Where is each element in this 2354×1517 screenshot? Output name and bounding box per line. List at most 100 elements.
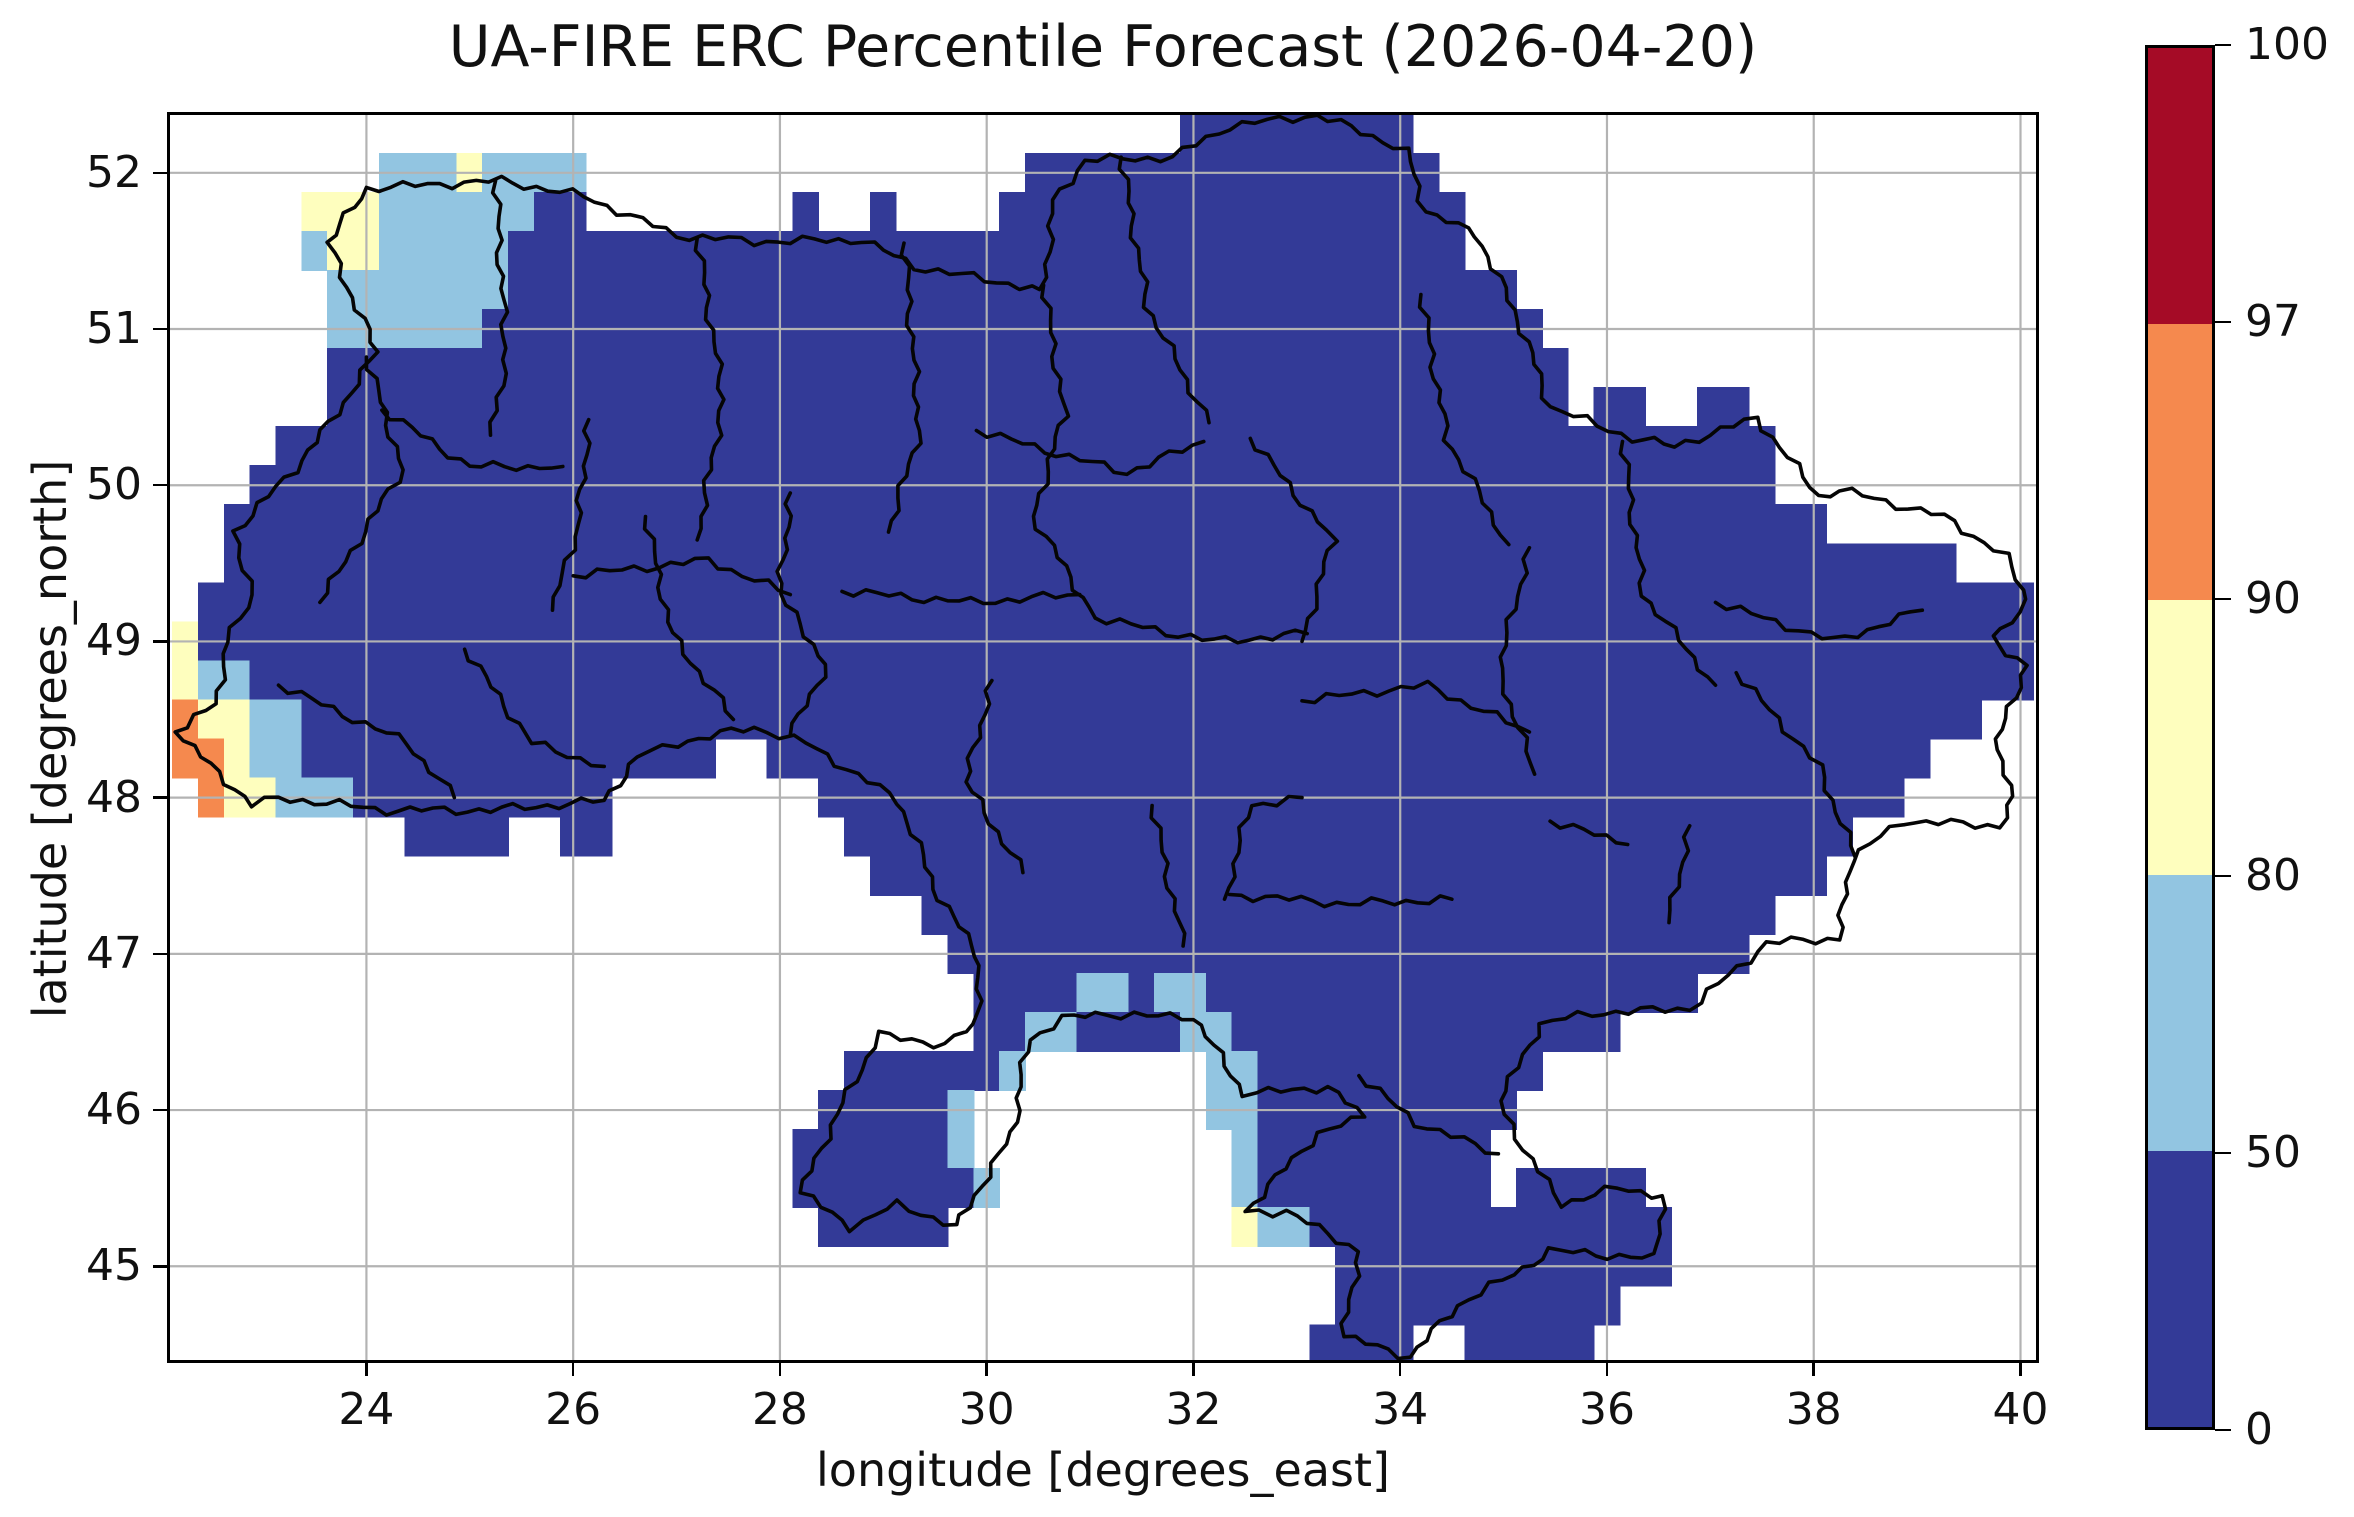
x-tickmark [571, 1362, 575, 1376]
x-tick-label: 38 [1785, 1384, 1842, 1435]
oblast-border-line [1548, 819, 1630, 847]
raster-cell-run [1257, 1168, 1492, 1209]
y-tickmark [153, 1265, 167, 1268]
x-axis-label: longitude [degrees_east] [816, 1443, 1390, 1497]
raster-cell-run [327, 387, 1569, 428]
x-tick-label: 28 [751, 1384, 808, 1435]
raster-cell-run [172, 738, 225, 779]
raster-cell-run [1335, 1285, 1621, 1326]
y-tickmark [153, 1108, 167, 1112]
raster-cell-run [766, 738, 1931, 779]
oblast-border-line [488, 178, 510, 437]
map-svg [170, 115, 2036, 1360]
y-tick-label: 52 [86, 146, 142, 198]
colorbar-tick-label: 0 [2245, 1404, 2273, 1455]
x-tickmark [1192, 1362, 1195, 1376]
oblast-border-line [1734, 670, 1857, 859]
colorbar-tick-label: 90 [2245, 573, 2301, 624]
x-tick-label: 40 [1992, 1384, 2049, 1435]
y-tickmark [153, 171, 167, 175]
oblast-border-line [1300, 679, 1532, 734]
raster-cell-run [973, 972, 1078, 1013]
raster-cell-run [508, 269, 1518, 310]
oblast-border-line [1618, 439, 1718, 687]
raster-cell-run [1231, 1207, 1259, 1248]
x-tickmark [365, 1362, 368, 1376]
y-tickmark [153, 483, 167, 487]
x-tickmark [1605, 1362, 1609, 1376]
chart-title: UA-FIRE ERC Percentile Forecast (2026-04… [448, 14, 1758, 80]
x-tickmark [1812, 1362, 1815, 1376]
raster-cell-run [249, 738, 303, 779]
colorbar-segment [2148, 48, 2212, 324]
raster-cell-run [249, 660, 2034, 701]
raster-cell-run [792, 1168, 975, 1209]
x-tickmark [1398, 1362, 1402, 1376]
raster-cell-run [378, 191, 535, 232]
raster-cell-run [844, 1050, 1001, 1092]
colorbar [2145, 45, 2215, 1430]
national-border-line [173, 115, 2029, 1360]
raster-cell-run [301, 738, 716, 779]
colorbar-segment [2148, 875, 2212, 1152]
raster-cell-run [792, 191, 820, 232]
admin-borders [173, 115, 2029, 1360]
oblast-border-line [964, 678, 1025, 875]
raster-cell-run [172, 660, 199, 701]
oblast-border-line [276, 683, 457, 800]
x-tick-label: 24 [338, 1384, 395, 1435]
colorbar-tick-label: 50 [2245, 1127, 2301, 1178]
oblast-border-line [840, 588, 1082, 606]
y-tickmark [153, 952, 167, 956]
oblast-border-line [1713, 600, 1925, 641]
x-tick-label: 36 [1578, 1384, 1635, 1435]
raster-cell-run [197, 699, 251, 740]
y-tick-label: 51 [86, 303, 142, 354]
raster-cell-run [275, 426, 1776, 467]
raster-cell-run [559, 816, 613, 857]
oblast-border-line [380, 408, 565, 473]
oblast-border-line [1031, 283, 1097, 620]
raster-cell-run [249, 699, 303, 740]
oblast-border-line [1248, 436, 1340, 644]
x-tick-label: 26 [545, 1384, 602, 1435]
raster-cell-run [223, 504, 1828, 545]
raster-cell-run [869, 855, 1828, 896]
x-tick-label: 34 [1372, 1384, 1429, 1435]
oblast-border-line [1227, 892, 1454, 909]
raster-cell-run [223, 738, 251, 779]
colorbar-tick-label: 100 [2245, 19, 2329, 70]
raster-cell-run [1205, 1050, 1259, 1092]
raster-cell-run [301, 230, 329, 271]
raster-cell-run [327, 348, 1569, 389]
colorbar-tick-label: 80 [2245, 850, 2301, 901]
x-tick-label: 30 [958, 1384, 1015, 1435]
y-tick-label: 49 [86, 615, 142, 667]
raster-cell-run [1076, 1011, 1182, 1052]
oblast-border-line [1222, 794, 1304, 901]
raster-cell-run [1154, 972, 1207, 1013]
oblast-border-line [693, 236, 726, 542]
y-tick-label: 48 [86, 771, 142, 823]
raster-cell-run [1024, 1011, 1078, 1052]
oblast-border-line [775, 491, 828, 737]
y-tick-label: 46 [86, 1084, 142, 1136]
y-axis-label: latitude [degrees_north] [23, 459, 77, 1019]
raster-cell-run [327, 269, 510, 310]
raster-cell-run [404, 816, 510, 857]
oblast-border-line [571, 556, 793, 597]
raster-cell-run [378, 230, 510, 271]
map-raster [172, 115, 2034, 1360]
raster-cell-run [1231, 1129, 1259, 1170]
raster-cell-run [973, 1011, 1026, 1052]
y-tickmark [153, 640, 167, 643]
raster-cell-run [223, 543, 1957, 584]
y-tickmark [153, 327, 167, 331]
y-tick-label: 45 [86, 1240, 142, 1292]
plot-area [167, 112, 2039, 1363]
raster-cell-run [533, 191, 587, 232]
colorbar-tickmark [2215, 1428, 2231, 1432]
x-tickmark [985, 1362, 988, 1376]
colorbar-segment [2148, 323, 2212, 600]
